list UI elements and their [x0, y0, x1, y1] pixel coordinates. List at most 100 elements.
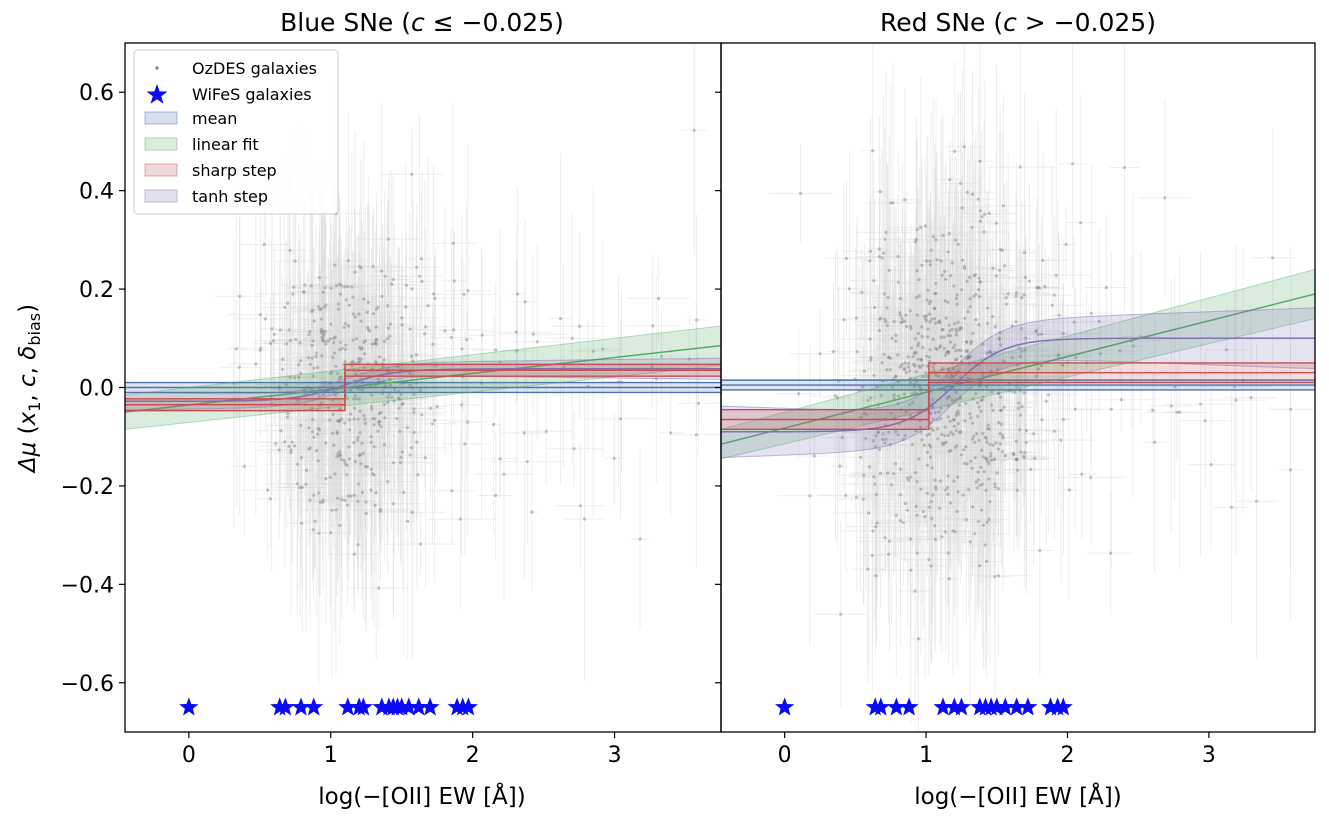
errorbar [908, 277, 962, 548]
errorbar [1003, 191, 1029, 401]
ozdes-point [1047, 393, 1051, 397]
errorbar [993, 285, 1013, 591]
errorbar [993, 266, 1060, 595]
errorbar [918, 285, 960, 539]
ozdes-point [1011, 451, 1015, 456]
errorbar [256, 343, 326, 557]
errorbar [274, 172, 304, 488]
errorbar [866, 237, 896, 399]
errorbar [870, 226, 889, 413]
ozdes-point [237, 365, 241, 369]
ozdes-point [412, 407, 416, 411]
errorbar [898, 443, 959, 676]
ozdes-point [346, 259, 350, 263]
errorbar [868, 332, 936, 398]
ozdes-point [955, 330, 959, 334]
errorbar [322, 199, 358, 501]
ozdes-point [289, 448, 293, 452]
ozdes-point [812, 454, 816, 458]
ozdes-point [931, 365, 935, 369]
errorbar [898, 275, 951, 358]
ozdes-point [1034, 330, 1038, 334]
ozdes-point [338, 450, 342, 454]
errorbar [882, 272, 928, 454]
ozdes-point [965, 279, 969, 283]
errorbar [346, 374, 410, 489]
ozdes-point [977, 323, 981, 327]
errorbar [1012, 363, 1025, 454]
errorbar [524, 432, 539, 592]
errorbar [910, 399, 924, 631]
ozdes-point [948, 419, 952, 423]
errorbar [921, 345, 987, 617]
errorbar [909, 251, 944, 381]
ozdes-point [847, 287, 852, 291]
ozdes-point [358, 345, 362, 349]
errorbar [983, 399, 1050, 520]
ozdes-point [931, 428, 935, 432]
ozdes-point [298, 341, 302, 345]
ozdes-point [382, 339, 387, 343]
ozdes-point [458, 517, 462, 521]
ozdes-point [451, 241, 455, 245]
ozdes-point [578, 504, 583, 508]
ozdes-point [941, 233, 945, 238]
errorbar [357, 302, 419, 437]
errorbar [971, 216, 1014, 320]
ozdes-point [917, 278, 921, 282]
legend-wifes-marker [146, 84, 168, 104]
ozdes-point [979, 465, 983, 469]
ozdes-point [412, 410, 416, 415]
errorbar [906, 167, 933, 425]
ozdes-point [359, 462, 363, 466]
ozdes-point [1036, 367, 1040, 371]
errorbar [950, 250, 963, 421]
ozdes-point [357, 312, 361, 316]
errorbar [394, 156, 462, 455]
errorbar [385, 332, 419, 477]
errorbar [241, 420, 295, 560]
ozdes-point [883, 317, 887, 321]
errorbar [970, 231, 1003, 543]
errorbar [1004, 408, 1023, 499]
errorbar [363, 362, 383, 475]
ozdes-point [1020, 405, 1024, 409]
ozdes-point [1033, 456, 1037, 460]
wifes-star [886, 697, 906, 716]
errorbar [623, 327, 681, 407]
errorbar [330, 245, 367, 407]
ozdes-point [906, 476, 910, 480]
ozdes-point [926, 288, 930, 292]
errorbar [926, 242, 993, 418]
ozdes-point [946, 350, 950, 354]
errorbar [946, 253, 975, 501]
errorbar [906, 369, 955, 525]
ozdes-point [971, 331, 975, 336]
ozdes-point [374, 491, 378, 495]
errorbar [1012, 284, 1061, 377]
errorbar [415, 247, 456, 484]
errorbar [349, 265, 401, 573]
legend-mean: mean [192, 109, 237, 128]
ozdes-point [326, 339, 330, 343]
errorbar [911, 249, 928, 527]
errorbar [549, 153, 572, 484]
errorbar [364, 257, 401, 470]
errorbar [938, 299, 971, 504]
errorbar [942, 159, 1009, 391]
ozdes-point [1104, 285, 1108, 290]
ozdes-point [949, 501, 953, 505]
ozdes-point [1163, 196, 1167, 200]
errorbar [283, 301, 346, 574]
errorbar [364, 364, 438, 561]
ozdes-point [332, 341, 336, 345]
ozdes-point [975, 432, 979, 436]
ozdes-point [985, 351, 989, 355]
errorbar [271, 322, 295, 396]
ozdes-point [379, 425, 383, 429]
errorbar [896, 155, 947, 375]
ozdes-point [968, 412, 972, 416]
ozdes-point [320, 317, 324, 321]
ozdes-point [362, 366, 367, 370]
errorbar [882, 270, 951, 473]
